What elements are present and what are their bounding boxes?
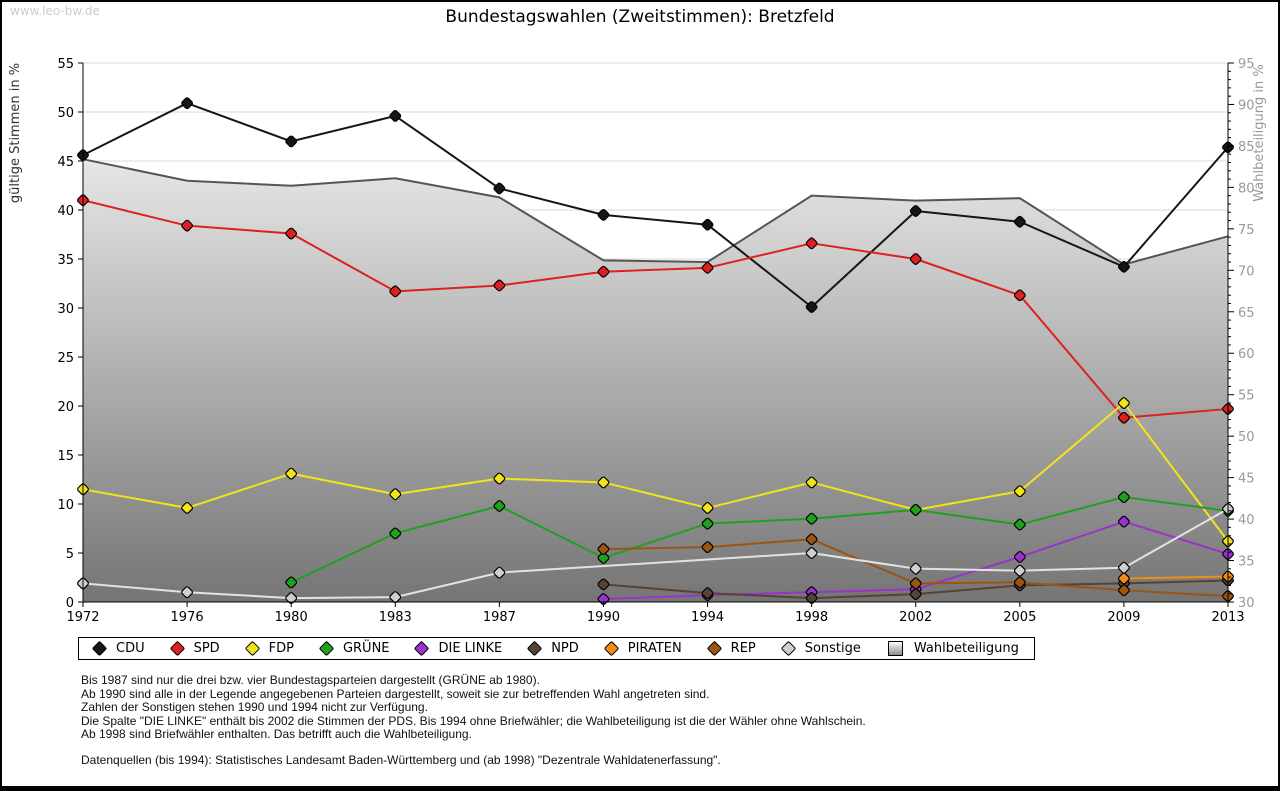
- svg-text:2009: 2009: [1107, 610, 1140, 625]
- chart-legend: CDU SPD FDP GRÜNE DIE LINKE NPD PIRATEN REP Sons…: [78, 637, 1035, 660]
- diamond-swatch-icon: [318, 640, 335, 657]
- legend-label: DIE LINKE: [438, 641, 503, 656]
- legend-label: NPD: [551, 641, 579, 656]
- svg-text:65: 65: [1238, 306, 1255, 321]
- legend-label: Wahlbeteiligung: [913, 641, 1019, 656]
- legend-item-rep: REP: [706, 640, 756, 657]
- svg-text:1983: 1983: [379, 610, 412, 625]
- data-source-note: Datenquellen (bis 1994): Statistisches L…: [81, 753, 721, 767]
- svg-text:1994: 1994: [691, 610, 724, 625]
- svg-text:50: 50: [57, 106, 74, 121]
- svg-text:1976: 1976: [171, 610, 204, 625]
- diamond-swatch-icon: [244, 640, 260, 657]
- footnote-line: Die Spalte "DIE LINKE" enthält bis 2002 …: [81, 713, 866, 728]
- svg-text:1998: 1998: [795, 610, 828, 625]
- legend-item-npd: NPD: [526, 640, 579, 657]
- svg-text:55: 55: [57, 57, 74, 72]
- svg-text:30: 30: [57, 302, 74, 317]
- svg-text:gültige Stimmen in %: gültige Stimmen in %: [8, 63, 23, 203]
- svg-text:40: 40: [57, 204, 74, 219]
- area-swatch-icon: [887, 641, 903, 656]
- svg-text:75: 75: [1238, 223, 1255, 238]
- legend-item-spd: SPD: [169, 640, 220, 657]
- legend-label: FDP: [268, 641, 294, 656]
- svg-text:85: 85: [1238, 140, 1255, 155]
- svg-text:2013: 2013: [1211, 610, 1244, 625]
- svg-text:50: 50: [1238, 430, 1255, 445]
- svg-text:80: 80: [1238, 181, 1255, 196]
- footnote-line: Bis 1987 sind nur die drei bzw. vier Bun…: [81, 673, 540, 687]
- legend-item-gr-ne: GRÜNE: [318, 640, 390, 657]
- svg-text:5: 5: [66, 547, 74, 562]
- footnote-line: Ab 1990 sind alle in der Legende angegeb…: [81, 686, 710, 701]
- svg-text:70: 70: [1238, 264, 1255, 279]
- legend-label: Sonstige: [804, 641, 861, 656]
- svg-text:95: 95: [1238, 57, 1255, 72]
- legend-label: SPD: [193, 641, 220, 656]
- diamond-swatch-icon: [603, 640, 620, 657]
- svg-text:90: 90: [1238, 98, 1255, 113]
- diamond-swatch-icon: [169, 640, 185, 657]
- chart-title: Bundestagswahlen (Zweitstimmen): Bretzfe…: [445, 7, 835, 27]
- svg-text:45: 45: [57, 155, 74, 170]
- svg-text:35: 35: [1238, 555, 1255, 570]
- svg-text:25: 25: [57, 351, 74, 366]
- svg-text:2002: 2002: [899, 610, 932, 625]
- legend-label: CDU: [116, 641, 145, 656]
- legend-label: REP: [730, 641, 756, 656]
- diamond-swatch-icon: [526, 640, 543, 657]
- svg-text:1990: 1990: [587, 610, 620, 625]
- footnote-line: Ab 1998 sind Briefwähler enthalten. Das …: [81, 727, 472, 742]
- svg-text:55: 55: [1238, 389, 1255, 404]
- site-watermark: www.leo-bw.de: [10, 4, 100, 18]
- svg-text:35: 35: [57, 253, 74, 268]
- svg-text:10: 10: [57, 498, 74, 513]
- legend-item-wahlbeteiligung: Wahlbeteiligung: [887, 641, 1019, 656]
- legend-label: GRÜNE: [342, 641, 390, 656]
- svg-text:20: 20: [57, 400, 74, 415]
- svg-text:Wahlbeteiligung in %: Wahlbeteiligung in %: [1252, 64, 1267, 201]
- legend-item-die-linke: DIE LINKE: [414, 640, 503, 657]
- svg-text:0: 0: [66, 596, 74, 611]
- diamond-swatch-icon: [414, 640, 430, 657]
- legend-label: PIRATEN: [627, 641, 682, 656]
- diamond-swatch-icon: [780, 640, 796, 657]
- legend-item-cdu: CDU: [91, 640, 145, 657]
- svg-text:60: 60: [1238, 347, 1255, 362]
- svg-text:40: 40: [1238, 513, 1255, 528]
- svg-text:1980: 1980: [275, 610, 308, 625]
- svg-text:1987: 1987: [483, 610, 516, 625]
- diamond-swatch-icon: [91, 640, 108, 657]
- diamond-swatch-icon: [706, 640, 722, 657]
- legend-item-sonstige: Sonstige: [780, 640, 861, 657]
- chart-footnotes: Bis 1987 sind nur die drei bzw. vier Bun…: [81, 673, 866, 742]
- election-line-chart: 0 5 10 15 20 25 30 35 40 45 50 55 30 35 40 45 50 55 60 65 70…: [8, 57, 1267, 625]
- svg-text:1972: 1972: [66, 610, 99, 625]
- svg-text:30: 30: [1238, 596, 1255, 611]
- svg-text:45: 45: [1238, 472, 1255, 487]
- footnote-line: Zahlen der Sonstigen stehen 1990 und 199…: [81, 700, 428, 715]
- svg-text:15: 15: [57, 449, 74, 464]
- svg-text:2005: 2005: [1003, 610, 1036, 625]
- legend-item-fdp: FDP: [244, 640, 294, 657]
- legend-item-piraten: PIRATEN: [603, 640, 682, 657]
